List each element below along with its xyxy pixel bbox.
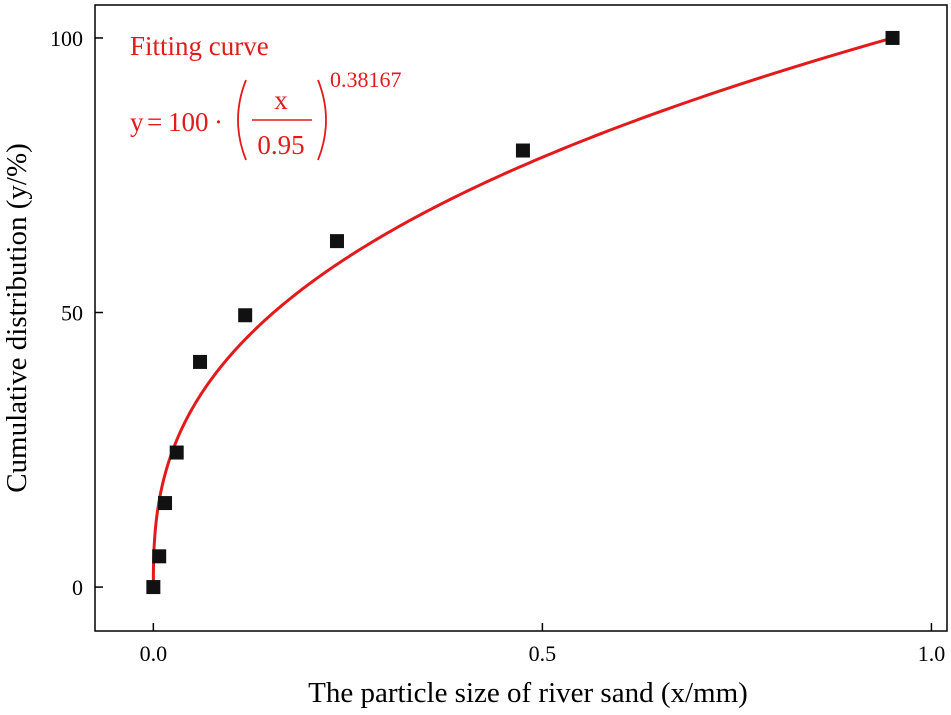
x-tick-label: 1.0 — [918, 641, 946, 666]
y-tick-label: 100 — [50, 26, 83, 51]
data-point-marker — [152, 549, 167, 564]
data-point-marker — [329, 234, 344, 249]
data-point-marker — [193, 354, 208, 369]
equation-coefficient: 100 — [168, 107, 209, 137]
x-tick-label: 0.0 — [140, 641, 168, 666]
equation-denominator: 0.95 — [257, 130, 304, 160]
equation-lhs: y — [130, 107, 144, 137]
data-point-marker — [169, 445, 184, 460]
data-point-marker — [146, 580, 161, 595]
equation-dot: · — [214, 107, 223, 137]
right-paren — [317, 79, 327, 161]
left-paren — [237, 79, 247, 161]
fit-equation: y = 100 · x 0.95 0.38167 — [130, 67, 402, 161]
y-tick-label: 50 — [61, 301, 83, 326]
data-point-marker — [515, 143, 530, 158]
x-tick-label: 0.5 — [529, 641, 557, 666]
equation-equals: = — [147, 107, 162, 137]
y-axis-title: Cumulative distribution (y/%) — [1, 143, 33, 493]
equation-exponent: 0.38167 — [330, 67, 402, 92]
data-point-marker — [158, 496, 173, 511]
data-point-marker — [885, 30, 900, 45]
fitting-curve-label: Fitting curve — [130, 31, 269, 61]
equation-numerator: x — [274, 85, 288, 115]
data-point-marker — [238, 308, 253, 323]
x-axis-title: The particle size of river sand (x/mm) — [308, 677, 748, 709]
y-tick-label: 0 — [72, 575, 83, 600]
plot-frame — [94, 4, 948, 632]
fitting-curve-line — [151, 36, 895, 589]
